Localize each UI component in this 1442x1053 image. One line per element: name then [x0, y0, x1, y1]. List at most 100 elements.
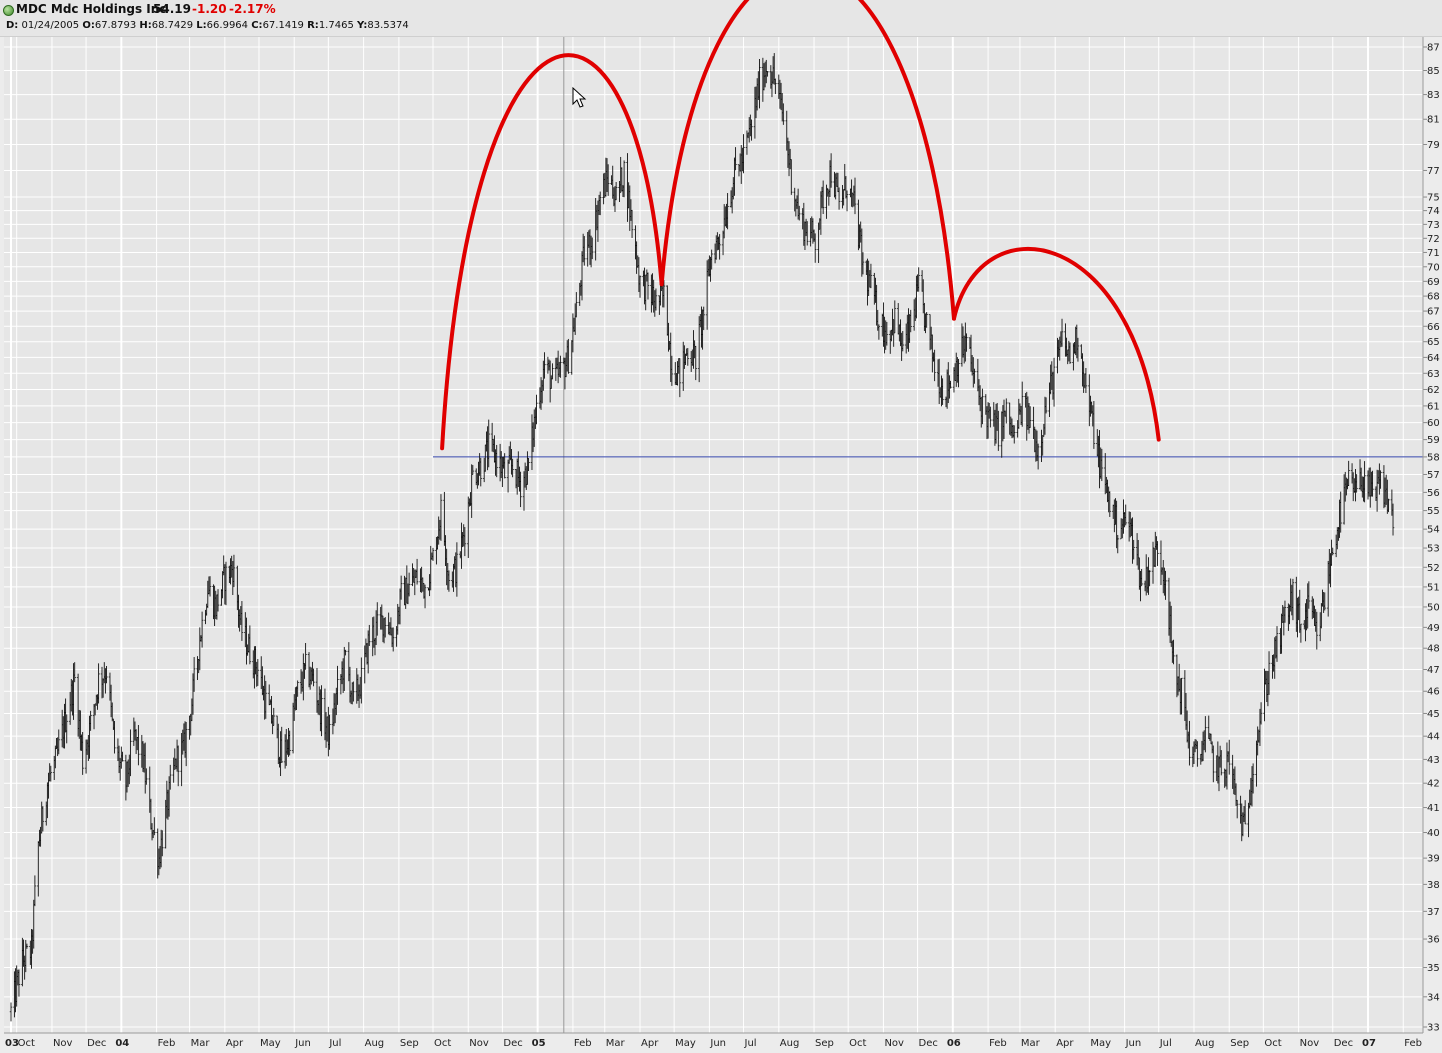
x-tick-label: Sep: [400, 1038, 419, 1049]
ohlc-bar: [829, 153, 833, 188]
ohlc-bar: [590, 237, 594, 260]
ohlc-bar: [893, 300, 897, 334]
y-tick-label: 79: [1427, 140, 1440, 151]
last-price: 54.19: [153, 2, 191, 16]
y-tick-label: 69: [1427, 277, 1440, 288]
y-value: 83.5374: [367, 20, 409, 31]
low-value: 66.9964: [206, 20, 249, 31]
y-tick-label: 57: [1427, 470, 1440, 481]
plot-area[interactable]: [4, 37, 1423, 1033]
ohlc-bar: [224, 561, 228, 606]
ohlc-bar: [782, 103, 785, 125]
ohlc-bar: [1291, 578, 1295, 621]
ohlc-bar: [1028, 406, 1032, 428]
ohlc-bar: [567, 338, 570, 374]
x-tick-label: Oct: [849, 1038, 866, 1049]
pattern-arc: [659, 0, 956, 321]
ohlc-bar: [1100, 448, 1104, 482]
ohlc-bar: [1267, 651, 1271, 695]
y-tick-label: 43: [1427, 755, 1440, 766]
y-tick-label: 61: [1427, 401, 1440, 412]
ohlc-bar: [877, 324, 881, 340]
ohlc-bar: [718, 234, 721, 260]
ohlc-bar: [1275, 626, 1279, 662]
ohlc-bar: [248, 625, 252, 665]
y-tick-label: 36: [1427, 935, 1440, 946]
ohlc-bar: [1299, 623, 1303, 643]
ohlc-bar: [598, 191, 602, 216]
ohlc-bar: [1124, 504, 1128, 526]
ohlc-bar: [200, 611, 204, 648]
ohlc-bar: [1044, 397, 1048, 414]
ohlc-bar: [328, 714, 331, 750]
ohlc-bar: [630, 209, 634, 238]
ohlc-bar: [479, 457, 483, 487]
ohlc-bar: [89, 710, 92, 731]
ohlc-bar: [909, 309, 913, 333]
ohlc-bar: [1188, 720, 1191, 766]
ohlc-bar: [1387, 498, 1390, 513]
ohlc-bar: [1315, 611, 1319, 650]
ohlc-bar: [184, 721, 188, 767]
x-tick-label: 06: [947, 1038, 961, 1049]
ohlc-bar: [137, 725, 140, 766]
date-value: 01/24/2005: [21, 20, 80, 31]
ohlc-bar: [606, 164, 610, 196]
y-tick-label: 73: [1427, 220, 1440, 231]
ohlc-bar: [256, 659, 260, 686]
x-tick-label: Oct: [1264, 1038, 1281, 1049]
ohlc-bar: [582, 236, 586, 266]
ohlc-bar: [336, 665, 339, 705]
ohlc-bar: [1243, 800, 1247, 825]
ohlc-bar: [662, 280, 666, 308]
y-tick-label: 70: [1427, 262, 1440, 273]
ohlc-bar: [917, 267, 920, 292]
ohlc-bar: [973, 368, 976, 384]
ohlc-bar: [726, 193, 729, 230]
close-value: 67.1419: [262, 20, 304, 31]
y-tick-label: 54: [1427, 525, 1440, 536]
ohlc-bar: [352, 681, 355, 702]
ohlc-bar: [1076, 337, 1080, 362]
ohlc-bar: [1004, 398, 1008, 424]
ohlc-bar: [503, 453, 506, 479]
x-tick-label: Jun: [294, 1038, 311, 1049]
x-tick-label: Oct: [434, 1038, 451, 1049]
ohlc-bar: [1307, 581, 1311, 609]
ohlc-bar: [797, 205, 801, 221]
ohlc-bar: [495, 444, 498, 478]
x-tick-label: Jul: [1159, 1038, 1172, 1049]
ohlc-bar: [9, 1002, 13, 1022]
ohlc-bar: [1196, 741, 1199, 767]
y-tick-label: 60: [1427, 418, 1440, 429]
ohlc-bar: [65, 714, 69, 744]
ohlc-bar: [304, 642, 307, 670]
x-tick-label: Oct: [18, 1038, 35, 1049]
ohlc-bar: [272, 707, 276, 726]
close-label: C:: [251, 20, 263, 31]
range-value: 1.7465: [318, 20, 354, 31]
ohlc-bar: [41, 806, 45, 832]
ohlc-bar: [1283, 600, 1287, 623]
ohlc-bar: [1180, 677, 1183, 715]
x-tick-label: Nov: [1300, 1038, 1320, 1049]
y-tick-label: 44: [1427, 732, 1440, 743]
ohlc-bar: [813, 233, 817, 263]
x-tick-label: Sep: [1230, 1038, 1249, 1049]
y-tick-label: 83: [1427, 90, 1440, 101]
y-tick-label: 87: [1427, 43, 1440, 54]
ohlc-bar: [511, 458, 514, 478]
ohlc-bar: [113, 721, 116, 754]
ohlc-bar: [805, 221, 809, 246]
ohlc-bar: [901, 331, 905, 352]
ohlc-bar: [742, 134, 745, 174]
y-tick-label: 81: [1427, 115, 1440, 126]
axes: [4, 37, 1424, 1034]
y-tick-label: 63: [1427, 369, 1440, 380]
x-tick-label: Nov: [884, 1038, 904, 1049]
y-label: Y:: [357, 20, 368, 31]
ohlc-bar: [1156, 541, 1159, 566]
ohlc-bar: [989, 406, 992, 428]
